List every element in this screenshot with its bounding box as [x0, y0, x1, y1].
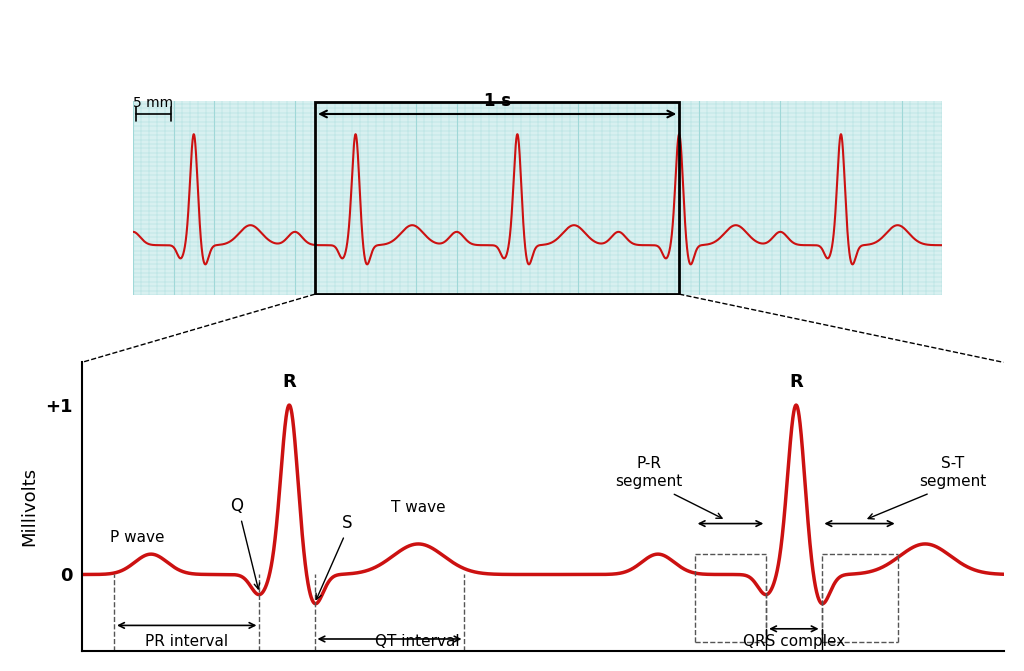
Text: Q: Q	[229, 497, 243, 515]
Text: QRS complex: QRS complex	[742, 634, 845, 649]
Text: P-R
segment: P-R segment	[615, 456, 682, 489]
Text: P wave: P wave	[110, 529, 164, 545]
Bar	[315, 102, 679, 294]
Text: R: R	[790, 373, 803, 391]
Text: 1 s: 1 s	[483, 91, 511, 109]
Text: S-T
segment: S-T segment	[920, 456, 986, 489]
Text: T wave: T wave	[391, 500, 445, 515]
Y-axis label: Millivolts: Millivolts	[19, 467, 38, 546]
Text: S: S	[342, 514, 352, 532]
Text: 5 mm: 5 mm	[133, 95, 173, 109]
Text: PR interval: PR interval	[145, 634, 228, 649]
Text: R: R	[283, 373, 296, 391]
Text: QT interval: QT interval	[375, 634, 460, 649]
